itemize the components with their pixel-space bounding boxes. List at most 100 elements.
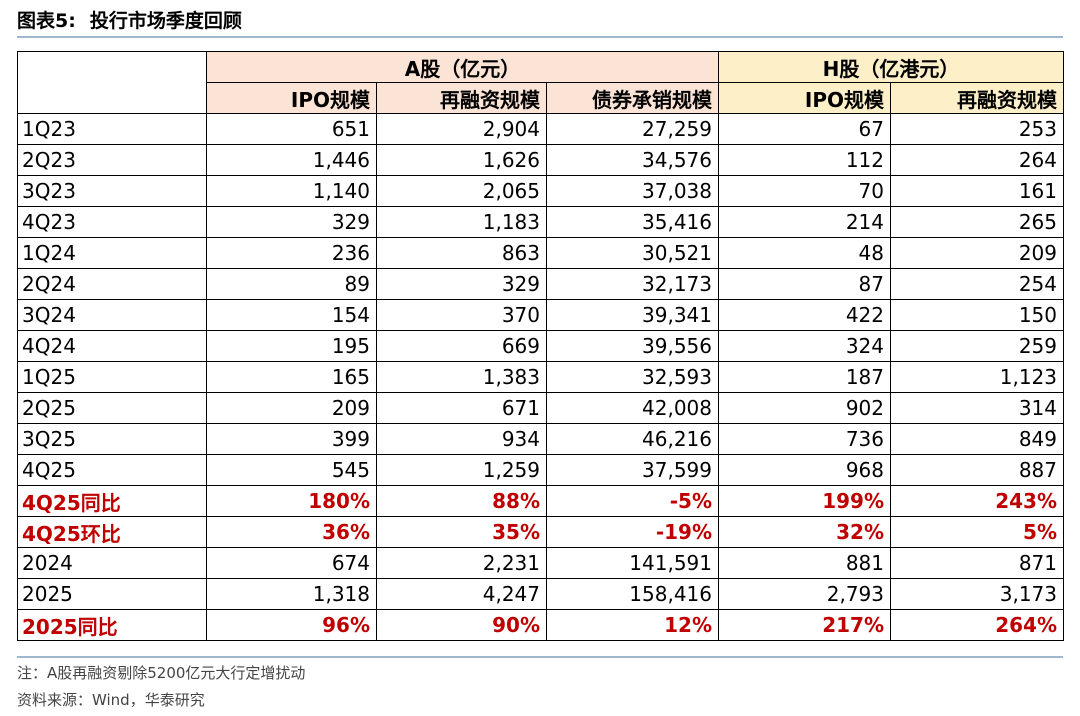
table-cell: 32,173	[546, 268, 719, 300]
table-cell: 968	[718, 454, 891, 486]
table-cell: 90%	[376, 609, 547, 641]
ib-market-table: A股（亿元） H股（亿港元） IPO规模 再融资规模 债券承销规模 IPO规模 …	[17, 51, 1064, 641]
table-cell: 399	[206, 423, 377, 455]
row-label: 2025	[17, 578, 207, 610]
table-cell: 70	[718, 175, 891, 207]
figure-title-text: 投行市场季度回顾	[89, 10, 242, 32]
table-cell: 887	[890, 454, 1064, 486]
table-cell: 87	[718, 268, 891, 300]
table-row: 4Q25 545 1,259 37,599 968 887	[17, 454, 1064, 486]
table-cell: 48	[718, 237, 891, 269]
row-label: 4Q25	[17, 454, 207, 486]
col-header-a-ipo: IPO规模	[206, 82, 377, 114]
table-cell: 180%	[206, 485, 377, 517]
table-row-highlight: 4Q25环比 36% 35% -19% 32% 5%	[17, 516, 1064, 548]
row-label: 3Q23	[17, 175, 207, 207]
row-label: 2024	[17, 547, 207, 579]
table-cell: 30,521	[546, 237, 719, 269]
table-cell: 209	[890, 237, 1064, 269]
col-header-a-bond-underwriting: 债券承销规模	[546, 82, 719, 114]
table-cell: 214	[718, 206, 891, 238]
col-header-h-ipo: IPO规模	[718, 82, 891, 114]
group-header-h-share: H股（亿港元）	[718, 51, 1064, 83]
row-label: 2Q24	[17, 268, 207, 300]
table-cell: 881	[718, 547, 891, 579]
table-cell: 4,247	[376, 578, 547, 610]
source-note: 资料来源：Wind，华泰研究	[17, 691, 205, 709]
column-header-row: IPO规模 再融资规模 债券承销规模 IPO规模 再融资规模	[18, 82, 1064, 114]
table-cell: 27,259	[546, 113, 719, 145]
corner-cell	[17, 51, 207, 114]
group-header-row: A股（亿元） H股（亿港元）	[17, 51, 1064, 114]
table-cell: 150	[890, 299, 1064, 331]
table-row: 2Q24 89 329 32,173 87 254	[17, 268, 1064, 300]
table-cell: 253	[890, 113, 1064, 145]
table-cell: 32%	[718, 516, 891, 548]
group-header-a-share: A股（亿元）	[206, 51, 719, 83]
table-cell: 12%	[546, 609, 719, 641]
table-row: 2Q23 1,446 1,626 34,576 112 264	[17, 144, 1064, 176]
table-cell: 264	[890, 144, 1064, 176]
table-cell: 669	[376, 330, 547, 362]
table-row: 2024 674 2,231 141,591 881 871	[17, 547, 1064, 579]
table-cell: 141,591	[546, 547, 719, 579]
table-cell: 651	[206, 113, 377, 145]
table-row: 3Q23 1,140 2,065 37,038 70 161	[17, 175, 1064, 207]
table-cell: 1,259	[376, 454, 547, 486]
table-cell: 161	[890, 175, 1064, 207]
row-label: 1Q24	[17, 237, 207, 269]
table-cell: 112	[718, 144, 891, 176]
row-label: 1Q25	[17, 361, 207, 393]
table-cell: 902	[718, 392, 891, 424]
table-cell: 46,216	[546, 423, 719, 455]
table-row: 4Q24 195 669 39,556 324 259	[17, 330, 1064, 362]
table-cell: 217%	[718, 609, 891, 641]
table-cell: 314	[890, 392, 1064, 424]
table-cell: 187	[718, 361, 891, 393]
table-cell: 37,038	[546, 175, 719, 207]
table-cell: 2,793	[718, 578, 891, 610]
row-label: 2Q23	[17, 144, 207, 176]
table-cell: 36%	[206, 516, 377, 548]
table-cell: 1,318	[206, 578, 377, 610]
figure-title: 图表5: 投行市场季度回顾	[17, 6, 242, 36]
table-cell: 1,183	[376, 206, 547, 238]
row-label: 3Q25	[17, 423, 207, 455]
table-row-highlight: 2025同比 96% 90% 12% 217% 264%	[17, 609, 1064, 641]
table-cell: 209	[206, 392, 377, 424]
table-cell: 329	[206, 206, 377, 238]
table-row: 1Q23 651 2,904 27,259 67 253	[17, 113, 1064, 145]
table-cell: 5%	[890, 516, 1064, 548]
table-cell: 199%	[718, 485, 891, 517]
table-cell: 32,593	[546, 361, 719, 393]
table-cell: 236	[206, 237, 377, 269]
table-row-highlight: 4Q25同比 180% 88% -5% 199% 243%	[17, 485, 1064, 517]
table-row: 4Q23 329 1,183 35,416 214 265	[17, 206, 1064, 238]
table-cell: 96%	[206, 609, 377, 641]
table-cell: 370	[376, 299, 547, 331]
table-cell: 67	[718, 113, 891, 145]
notes-block: 注：A股再融资剔除5200亿元大行定增扰动 资料来源：Wind，华泰研究	[17, 660, 305, 714]
table-cell: 264%	[890, 609, 1064, 641]
row-label: 4Q23	[17, 206, 207, 238]
table-cell: 736	[718, 423, 891, 455]
table-cell: 1,626	[376, 144, 547, 176]
table-cell: 39,341	[546, 299, 719, 331]
row-label: 4Q24	[17, 330, 207, 362]
table-row: 1Q25 165 1,383 32,593 187 1,123	[17, 361, 1064, 393]
table-cell: 254	[890, 268, 1064, 300]
table-cell: 2,904	[376, 113, 547, 145]
table-cell: 265	[890, 206, 1064, 238]
table-cell: 1,140	[206, 175, 377, 207]
row-label: 3Q24	[17, 299, 207, 331]
table-cell: 671	[376, 392, 547, 424]
table-cell: 863	[376, 237, 547, 269]
table-cell: 42,008	[546, 392, 719, 424]
table-cell: 35%	[376, 516, 547, 548]
table-cell: 39,556	[546, 330, 719, 362]
table-cell: 1,123	[890, 361, 1064, 393]
table-cell: 165	[206, 361, 377, 393]
table-cell: 2,231	[376, 547, 547, 579]
row-label: 4Q25环比	[17, 516, 207, 548]
table-cell: 259	[890, 330, 1064, 362]
